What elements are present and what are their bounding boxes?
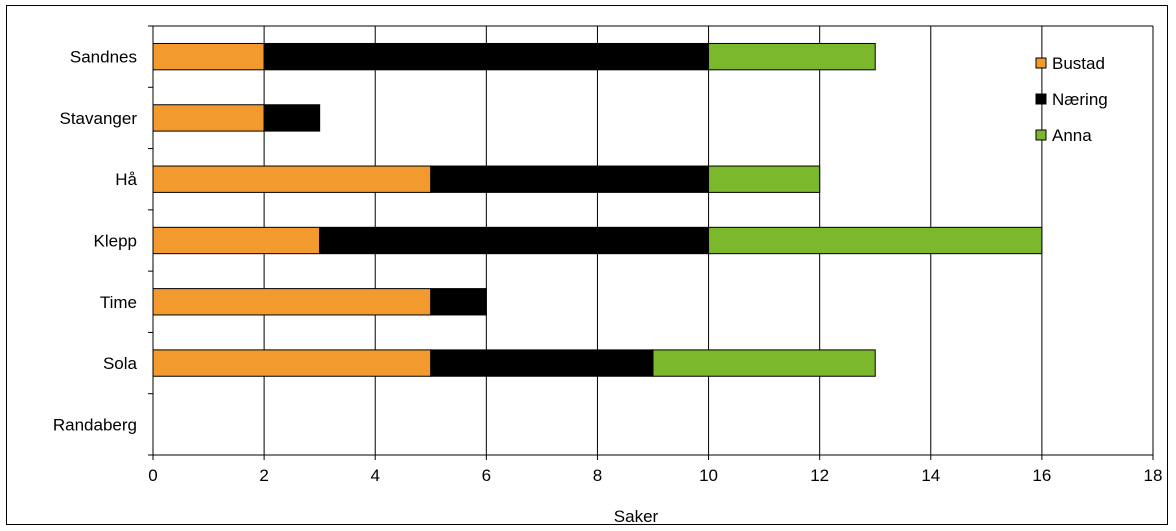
category-label: Klepp	[94, 232, 137, 251]
bars	[152, 42, 1043, 377]
category-label: Hå	[115, 170, 137, 189]
category-label: Sola	[103, 354, 138, 373]
x-tick-label: 14	[921, 466, 940, 485]
legend: Bustad Næring Anna	[1035, 54, 1108, 145]
labels: Sandnes Stavanger Hå Klepp Time Sola Randaberg…	[53, 48, 1163, 485]
legend-swatch-anna	[1035, 129, 1047, 141]
category-label: Randaberg	[53, 415, 137, 434]
category-label: Stavanger	[60, 109, 138, 128]
grid-lines	[153, 25, 1154, 455]
x-tick-label: 16	[1032, 466, 1051, 485]
bar-n-ring-sola	[430, 349, 654, 377]
x-tick-label: 10	[699, 466, 718, 485]
bar-bustad-sola	[152, 349, 432, 377]
x-axis-title: Saker	[614, 507, 659, 526]
axes	[148, 25, 1154, 460]
legend-label: Anna	[1052, 126, 1092, 145]
x-tick-label: 0	[148, 466, 157, 485]
legend-label: Bustad	[1052, 54, 1105, 73]
x-tick-label: 12	[810, 466, 829, 485]
category-label: Time	[100, 293, 137, 312]
bar-anna-sandnes	[708, 42, 876, 71]
x-tick-label: 4	[370, 466, 379, 485]
bar-n-ring-klepp	[319, 226, 710, 255]
bar-bustad-stavanger	[152, 104, 265, 132]
category-label: Sandnes	[70, 48, 137, 67]
bar-n-ring-stavanger	[263, 104, 321, 132]
bar-anna-sola	[652, 349, 876, 377]
x-tick-label: 6	[482, 466, 491, 485]
x-tick-label: 2	[259, 466, 268, 485]
bar-n-ring-sandnes	[263, 42, 710, 71]
bar-anna-h-	[708, 165, 821, 193]
bar-n-ring-h-	[430, 165, 710, 193]
x-tick-label: 8	[593, 466, 602, 485]
bar-bustad-klepp	[152, 226, 321, 255]
bar-bustad-h-	[152, 165, 432, 193]
legend-label: Næring	[1052, 90, 1108, 109]
bar-bustad-sandnes	[152, 42, 265, 71]
chart-frame	[6, 5, 1168, 525]
bar-anna-klepp	[708, 226, 1043, 255]
x-tick-label: 18	[1144, 466, 1163, 485]
bar-bustad-time	[152, 288, 432, 316]
legend-swatch-n-ring	[1035, 93, 1047, 105]
bar-n-ring-time	[430, 288, 487, 316]
legend-swatch-bustad	[1035, 57, 1047, 69]
